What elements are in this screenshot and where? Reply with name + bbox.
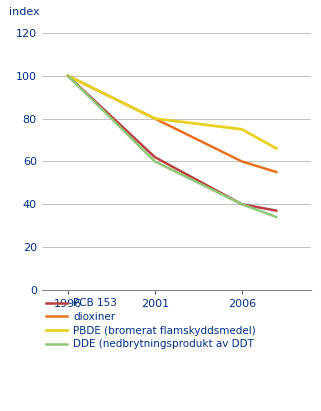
Text: index: index (9, 7, 40, 17)
Legend: PCB 153, dioxiner, PBDE (bromerat flamskyddsmedel), DDE (nedbrytningsprodukt av : PCB 153, dioxiner, PBDE (bromerat flamsk… (42, 294, 260, 353)
